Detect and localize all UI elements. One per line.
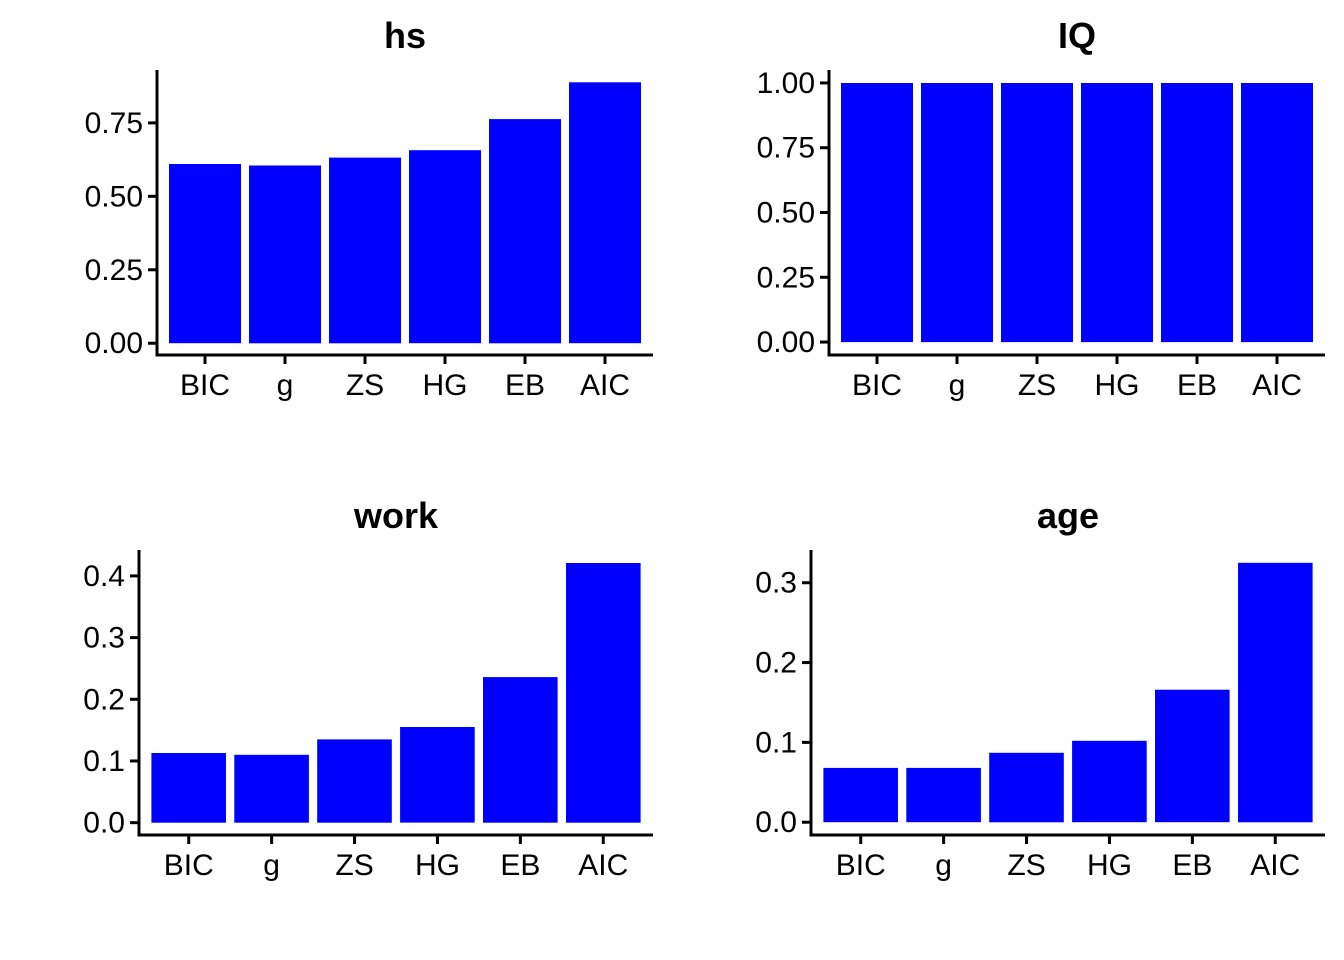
y-tick-label: 0.00 <box>85 327 143 360</box>
y-tick-label: 0.75 <box>757 132 815 165</box>
y-tick-label: 0.4 <box>83 560 125 593</box>
y-tick-label: 0.1 <box>755 726 797 759</box>
bar-g <box>921 83 993 343</box>
bar-zs <box>1001 83 1073 343</box>
bar-zs <box>329 157 401 344</box>
bar-aic <box>569 82 641 344</box>
bar-g <box>249 165 321 344</box>
x-tick-label: HG <box>1095 369 1140 402</box>
x-tick-label: g <box>277 369 294 402</box>
bar-hg <box>409 150 481 344</box>
x-tick-label: AIC <box>1250 849 1300 882</box>
x-tick-label: HG <box>423 369 468 402</box>
bar-eb <box>489 119 561 344</box>
bar-bic <box>151 753 226 823</box>
bar-eb <box>1161 83 1233 343</box>
bar-aic <box>1241 83 1313 343</box>
bar-zs <box>989 752 1064 823</box>
y-axis-ticks: 0.00 0.25 0.50 0.75 1.00 <box>757 67 829 359</box>
y-tick-label: 0.2 <box>755 647 797 680</box>
y-tick-label: 0.0 <box>755 806 797 839</box>
x-tick-label: ZS <box>1007 849 1045 882</box>
x-tick-label: BIC <box>180 369 230 402</box>
x-tick-label: ZS <box>335 849 373 882</box>
bars <box>823 562 1313 823</box>
bar-g <box>906 767 981 823</box>
x-tick-label: EB <box>1172 849 1212 882</box>
bar-hg <box>400 727 475 823</box>
y-tick-label: 0.25 <box>757 261 815 294</box>
y-tick-label: 0.50 <box>85 180 143 213</box>
y-tick-label: 0.3 <box>83 622 125 655</box>
bars <box>151 563 641 823</box>
x-tick-label: BIC <box>836 849 886 882</box>
y-tick-label: 0.25 <box>85 254 143 287</box>
x-tick-label: EB <box>500 849 540 882</box>
panel-age: age 0.0 0.1 0.2 0.3 BIC g ZS HG EB AIC <box>755 495 1325 882</box>
bar-hg <box>1081 83 1153 343</box>
panel-title: IQ <box>1058 15 1096 56</box>
axes-lines <box>827 70 1325 357</box>
panel-work: work 0.0 0.1 0.2 0.3 0.4 BIC g ZS HG EB AIC <box>83 495 653 882</box>
bar-hg <box>1072 740 1147 823</box>
bars <box>169 82 641 344</box>
bar-g <box>234 754 309 823</box>
x-tick-label: HG <box>415 849 460 882</box>
y-tick-label: 0.3 <box>755 567 797 600</box>
x-tick-label: g <box>949 369 966 402</box>
panel-title: hs <box>384 15 426 56</box>
x-tick-label: g <box>935 849 952 882</box>
bar-bic <box>169 164 241 344</box>
x-tick-label: ZS <box>1018 369 1056 402</box>
panel-title: age <box>1037 495 1099 536</box>
bar-aic <box>1238 562 1313 823</box>
x-tick-label: AIC <box>1252 369 1302 402</box>
bar-zs <box>317 739 392 823</box>
bar-bic <box>841 83 913 343</box>
bar-bic <box>823 767 898 823</box>
x-tick-label: BIC <box>164 849 214 882</box>
bar-eb <box>1155 689 1230 823</box>
y-tick-label: 0.1 <box>83 745 125 778</box>
y-tick-label: 0.00 <box>757 326 815 359</box>
y-tick-label: 0.50 <box>757 197 815 230</box>
x-axis-ticks: BIC g ZS HG EB AIC <box>164 835 628 882</box>
x-tick-label: ZS <box>346 369 384 402</box>
panel-iq: IQ 0.00 0.25 0.50 0.75 1.00 BIC g ZS HG EB AIC <box>757 15 1325 402</box>
y-axis-ticks: 0.00 0.25 0.50 0.75 <box>85 107 157 360</box>
x-axis-ticks: BIC g ZS HG EB AIC <box>180 355 630 402</box>
x-tick-label: HG <box>1087 849 1132 882</box>
x-tick-label: EB <box>1177 369 1217 402</box>
x-tick-label: EB <box>505 369 545 402</box>
bar-eb <box>483 677 558 823</box>
y-tick-label: 0.75 <box>85 107 143 140</box>
x-tick-label: g <box>263 849 280 882</box>
panel-title: work <box>353 495 439 536</box>
x-axis-ticks: BIC g ZS HG EB AIC <box>852 355 1302 402</box>
y-tick-label: 0.0 <box>83 807 125 840</box>
bar-aic <box>566 563 641 823</box>
x-tick-label: BIC <box>852 369 902 402</box>
y-tick-label: 0.2 <box>83 683 125 716</box>
x-tick-label: AIC <box>578 849 628 882</box>
bars <box>841 83 1313 343</box>
axes-lines <box>155 70 653 357</box>
y-axis-ticks: 0.0 0.1 0.2 0.3 0.4 <box>83 560 139 840</box>
x-tick-label: AIC <box>580 369 630 402</box>
axes-lines <box>809 550 1325 837</box>
y-axis-ticks: 0.0 0.1 0.2 0.3 <box>755 567 811 839</box>
y-tick-label: 1.00 <box>757 67 815 100</box>
panel-hs: hs 0.00 0.25 0.50 0.75 BIC g ZS HG EB AIC <box>85 15 653 402</box>
x-axis-ticks: BIC g ZS HG EB AIC <box>836 835 1300 882</box>
axes-lines <box>137 550 653 837</box>
